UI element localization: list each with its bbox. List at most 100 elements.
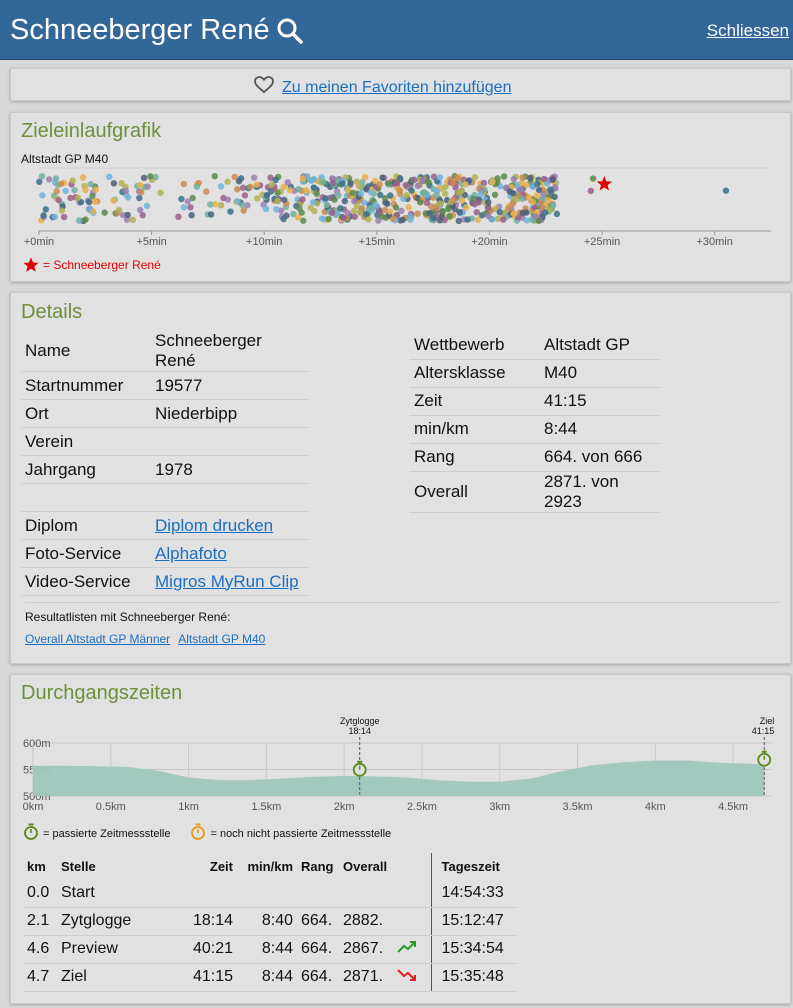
scatter-point [85,198,93,206]
scatter-point [110,197,117,204]
scatter-point [274,189,281,197]
finish-chart-subtitle: Altstadt GP M40 [21,152,109,166]
splits-stelle: Ziel [57,963,177,992]
scatter-point [455,189,462,197]
scatter-point [399,216,406,224]
details-row: min/km 8:44 [410,415,660,444]
x-tick-label: +5min [136,236,166,248]
scatter-point [138,188,145,196]
details-row: Wettbewerb Altstadt GP [410,331,660,360]
elevation-profile-chart: 500m550m600m0km0.5km1km1.5km2km2.5km3km3… [23,716,775,813]
details-key: Diplom [21,511,151,540]
splits-row: 4.6 Preview 40:21 8:44 664. 2867. 15:34:54 [23,935,517,964]
details-row: Video-Service Migros MyRun Clip [21,567,309,596]
scatter-point [386,208,394,215]
close-link[interactable]: Schliessen [706,21,789,40]
details-value: Alphafoto [151,539,309,568]
splits-rang: 664. [297,935,339,964]
scatter-points [36,172,730,225]
search-icon[interactable] [276,17,304,45]
splits-rang [297,879,339,908]
result-lists: Overall Altstadt GP Männer Altstadt GP M… [25,632,265,646]
col-km: km [27,858,46,874]
scatter-point [416,199,424,206]
scatter-point [101,209,108,216]
scatter-point [587,187,595,195]
scatter-point [519,209,526,217]
scatter-point [376,181,383,188]
scatter-point [402,181,409,189]
scatter-point [485,199,492,206]
splits-minkm: 8:44 [237,935,297,964]
favorites-panel: Zu meinen Favoriten hinzufügen [10,68,791,101]
details-link[interactable]: Migros MyRun Clip [155,571,299,591]
splits-overall [339,879,393,908]
scatter-point [322,195,329,202]
details-link[interactable]: Alphafoto [155,543,227,563]
splits-overall: 2882. [339,907,393,936]
scatter-point [309,199,317,206]
scatter-point [458,197,466,204]
scatter-point [424,178,432,186]
scatter-point [58,207,66,214]
x-tick-label: +25min [584,236,620,248]
scatter-point [484,204,492,211]
scatter-point [514,214,522,221]
scatter-point [55,197,63,204]
scatter-point [220,194,227,202]
scatter-point [517,186,524,193]
col-minkm: min/km [247,858,293,874]
scatter-point [470,195,477,203]
x-tick-label: +20min [471,236,507,248]
splits-stelle: Zytglogge [57,907,177,936]
x-tick-label: +0min [24,236,54,248]
heart-icon [254,76,274,99]
scatter-point [456,209,463,216]
scatter-point [272,176,279,184]
scatter-point [339,180,346,187]
scatter-point [40,212,47,219]
scatter-point [722,187,730,194]
details-key: Foto-Service [21,539,151,568]
scatter-point [217,202,225,209]
scatter-point [313,190,320,198]
scatter-point [452,184,459,191]
scatter-point [357,208,364,216]
splits-km: 4.7 [23,963,57,992]
details-key: min/km [410,415,540,444]
add-favorite-label[interactable]: Zu meinen Favoriten hinzufügen [282,78,512,96]
legend-not-passed-label: = noch nicht passierte Zeitmessstelle [210,827,392,840]
scatter-point [253,181,260,188]
scatter-point [189,194,196,202]
scatter-point [284,179,291,186]
x-tick-label: 2.5km [407,801,437,813]
scatter-point [549,202,557,209]
x-tick-label: 2km [334,801,355,813]
scatter-point [122,187,130,195]
scatter-point [393,179,400,187]
finish-chart-legend-label: = Schneeberger René [43,258,161,272]
scatter-point [350,207,358,215]
add-favorite-button[interactable]: Zu meinen Favoriten hinzufügen [254,76,511,99]
scatter-point [123,216,131,223]
scatter-point [510,195,517,203]
details-row: Verein [21,427,309,456]
scatter-point [392,204,400,211]
details-link[interactable]: Diplom drucken [155,515,274,535]
scatter-point [286,187,294,194]
splits-tageszeit: 15:12:47 [430,907,517,936]
details-panel: Details Name Schneeberger René Startnummer… [10,292,791,664]
scatter-point [367,189,375,196]
scatter-point [268,181,275,188]
scatter-point [509,200,516,208]
elevation-area [33,760,765,796]
scatter-point [365,216,372,223]
scatter-point [42,206,50,213]
scatter-point [250,174,258,181]
scatter-point [377,191,384,199]
col-stelle: Stelle [61,858,96,874]
result-list-link[interactable]: Overall Altstadt GP Männer [25,632,171,646]
scatter-point [62,187,69,195]
result-list-link[interactable]: Altstadt GP M40 [178,632,266,646]
details-right-table: Wettbewerb Altstadt GP Altersklasse M40 Zeit… [410,331,660,513]
